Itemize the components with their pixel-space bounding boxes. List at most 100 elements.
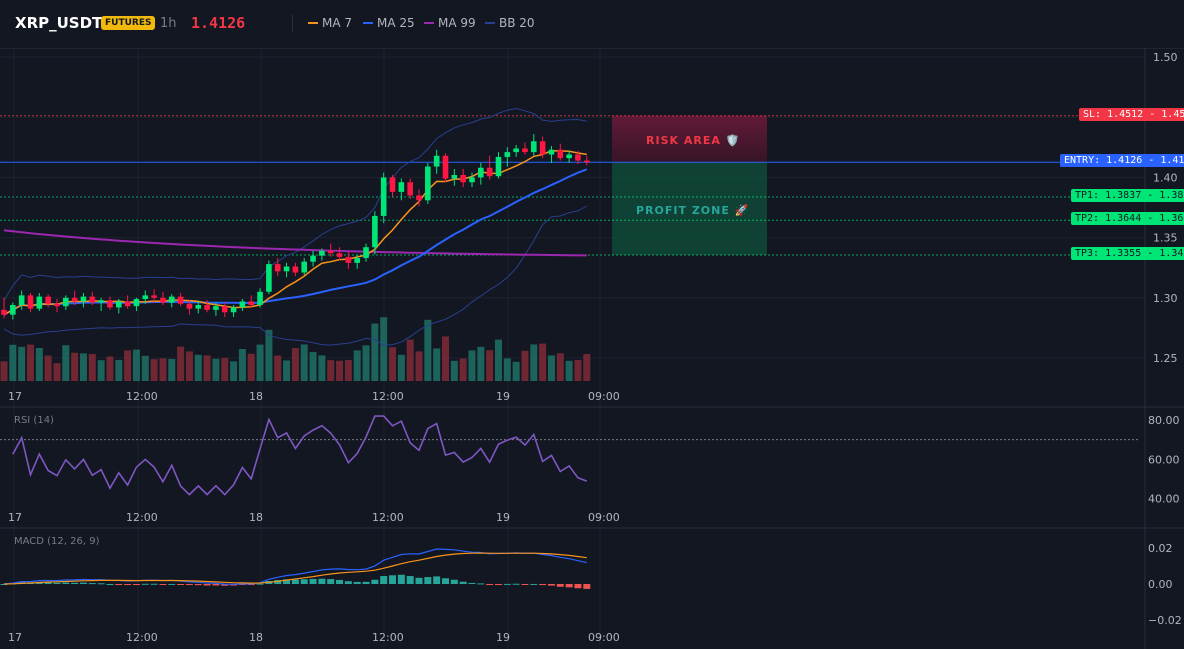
candle-body-34: [301, 261, 308, 273]
futures-badge: FUTURES: [101, 16, 156, 30]
macd-hist-12: [106, 583, 114, 585]
header-divider: [292, 14, 293, 32]
volume-bars: [0, 317, 591, 381]
legend-ma7-label: MA 7: [322, 16, 353, 30]
volume-bar-19: [168, 359, 176, 381]
volume-bar-52: [459, 358, 467, 381]
time-tick-1-2: 18: [249, 511, 263, 524]
macd-hist-66: [583, 584, 591, 589]
time-tick-2-5: 09:00: [588, 631, 620, 644]
macd-hist-16: [141, 583, 149, 585]
symbol-title[interactable]: XRP_USDT: [15, 14, 103, 32]
legend-ma7[interactable]: MA 7: [308, 16, 352, 30]
candle-body-65: [575, 154, 581, 161]
macd-hist-9: [79, 582, 87, 584]
macd-hist-29: [256, 583, 264, 585]
macd-hist-10: [88, 583, 96, 585]
volume-bar-63: [556, 353, 564, 381]
legend-ma25[interactable]: MA 25: [363, 16, 415, 30]
candle-body-39: [345, 256, 352, 263]
candle-body-3: [27, 295, 34, 309]
volume-bar-26: [230, 361, 238, 381]
volume-bar-53: [468, 350, 476, 381]
candle-body-24: [213, 306, 219, 310]
timeframe-selector[interactable]: 1h: [160, 16, 177, 31]
candle-body-37: [327, 250, 334, 254]
rsi-pane: [0, 415, 1138, 496]
candle-body-28: [248, 301, 255, 306]
volume-bar-27: [238, 349, 246, 381]
macd-hist-15: [132, 584, 140, 585]
volume-bar-11: [97, 360, 105, 381]
volume-bar-48: [424, 319, 432, 381]
macd-tick-2: −0.02: [1148, 614, 1182, 627]
sl-tag[interactable]: SL: 1.4512 - 1.45: [1079, 108, 1184, 121]
level-lines: [0, 115, 1145, 256]
macd-hist-17: [150, 583, 158, 585]
volume-bar-50: [442, 336, 449, 381]
candle-body-53: [469, 177, 475, 183]
volume-bar-54: [477, 346, 485, 381]
volume-bar-7: [62, 345, 70, 381]
rsi-tick-0: 80.00: [1148, 414, 1180, 427]
candle-body-46: [407, 182, 413, 196]
candle-body-15: [133, 299, 140, 307]
candle-body-31: [274, 264, 281, 272]
volume-bar-42: [371, 323, 379, 381]
macd-hist-13: [115, 584, 123, 585]
macd-hist-0: [0, 584, 8, 585]
volume-bar-40: [353, 350, 361, 381]
macd-hist-18: [159, 584, 167, 585]
rsi-line: [12, 415, 588, 496]
volume-bar-28: [247, 353, 255, 381]
legend-ma99-label: MA 99: [438, 16, 476, 30]
volume-bar-6: [53, 363, 61, 381]
volume-bar-0: [0, 361, 8, 381]
macd-hist-47: [415, 577, 423, 584]
candle-body-41: [363, 247, 369, 259]
volume-bar-9: [79, 353, 87, 381]
time-tick-2-2: 18: [249, 631, 263, 644]
macd-pane: [0, 548, 591, 589]
volume-bar-21: [185, 351, 193, 381]
candle-body-23: [204, 305, 210, 310]
legend-bb20[interactable]: BB 20: [485, 16, 535, 30]
volume-bar-16: [141, 355, 149, 381]
legend-bb20-label: BB 20: [499, 16, 535, 30]
volume-bar-8: [71, 352, 79, 381]
tp1-tag[interactable]: TP1: 1.3837 - 1.38: [1071, 189, 1184, 202]
candle-body-7: [63, 297, 69, 307]
macd-hist-51: [450, 579, 458, 584]
macd-hist-24: [212, 584, 220, 586]
entry-tag[interactable]: ENTRY: 1.4126 - 1.41: [1060, 154, 1184, 167]
candle-body-36: [319, 250, 325, 256]
macd-hist-5: [44, 582, 52, 584]
candle-body-0: [1, 309, 7, 315]
candle-body-52: [460, 174, 466, 183]
time-tick-2-0: 17: [8, 631, 22, 644]
volume-bar-64: [565, 360, 573, 381]
candle-body-42: [372, 215, 378, 248]
candle-body-22: [195, 305, 202, 309]
tp2-tag[interactable]: TP2: 1.3644 - 1.36: [1071, 212, 1184, 225]
rsi-label: RSI (14): [14, 415, 54, 426]
ma25-swatch: [363, 22, 373, 24]
macd-hist-27: [238, 584, 246, 585]
volume-bar-29: [256, 344, 264, 381]
macd-hist-55: [486, 584, 494, 585]
macd-hist-25: [221, 584, 229, 586]
ma7-swatch: [308, 22, 318, 24]
tp3-tag[interactable]: TP3: 1.3355 - 1.34: [1071, 247, 1184, 260]
candle-body-14: [124, 301, 131, 307]
rsi-tick-2: 40.00: [1148, 493, 1180, 506]
volume-bar-25: [221, 358, 229, 381]
volume-bar-58: [512, 361, 520, 381]
time-tick-0-4: 19: [496, 390, 510, 403]
rsi-tick-1: 60.00: [1148, 453, 1180, 466]
macd-hist-54: [477, 583, 485, 585]
legend-ma99[interactable]: MA 99: [424, 16, 476, 30]
volume-bar-66: [583, 354, 591, 381]
macd-hist-33: [291, 579, 299, 584]
macd-hist-36: [318, 578, 326, 584]
